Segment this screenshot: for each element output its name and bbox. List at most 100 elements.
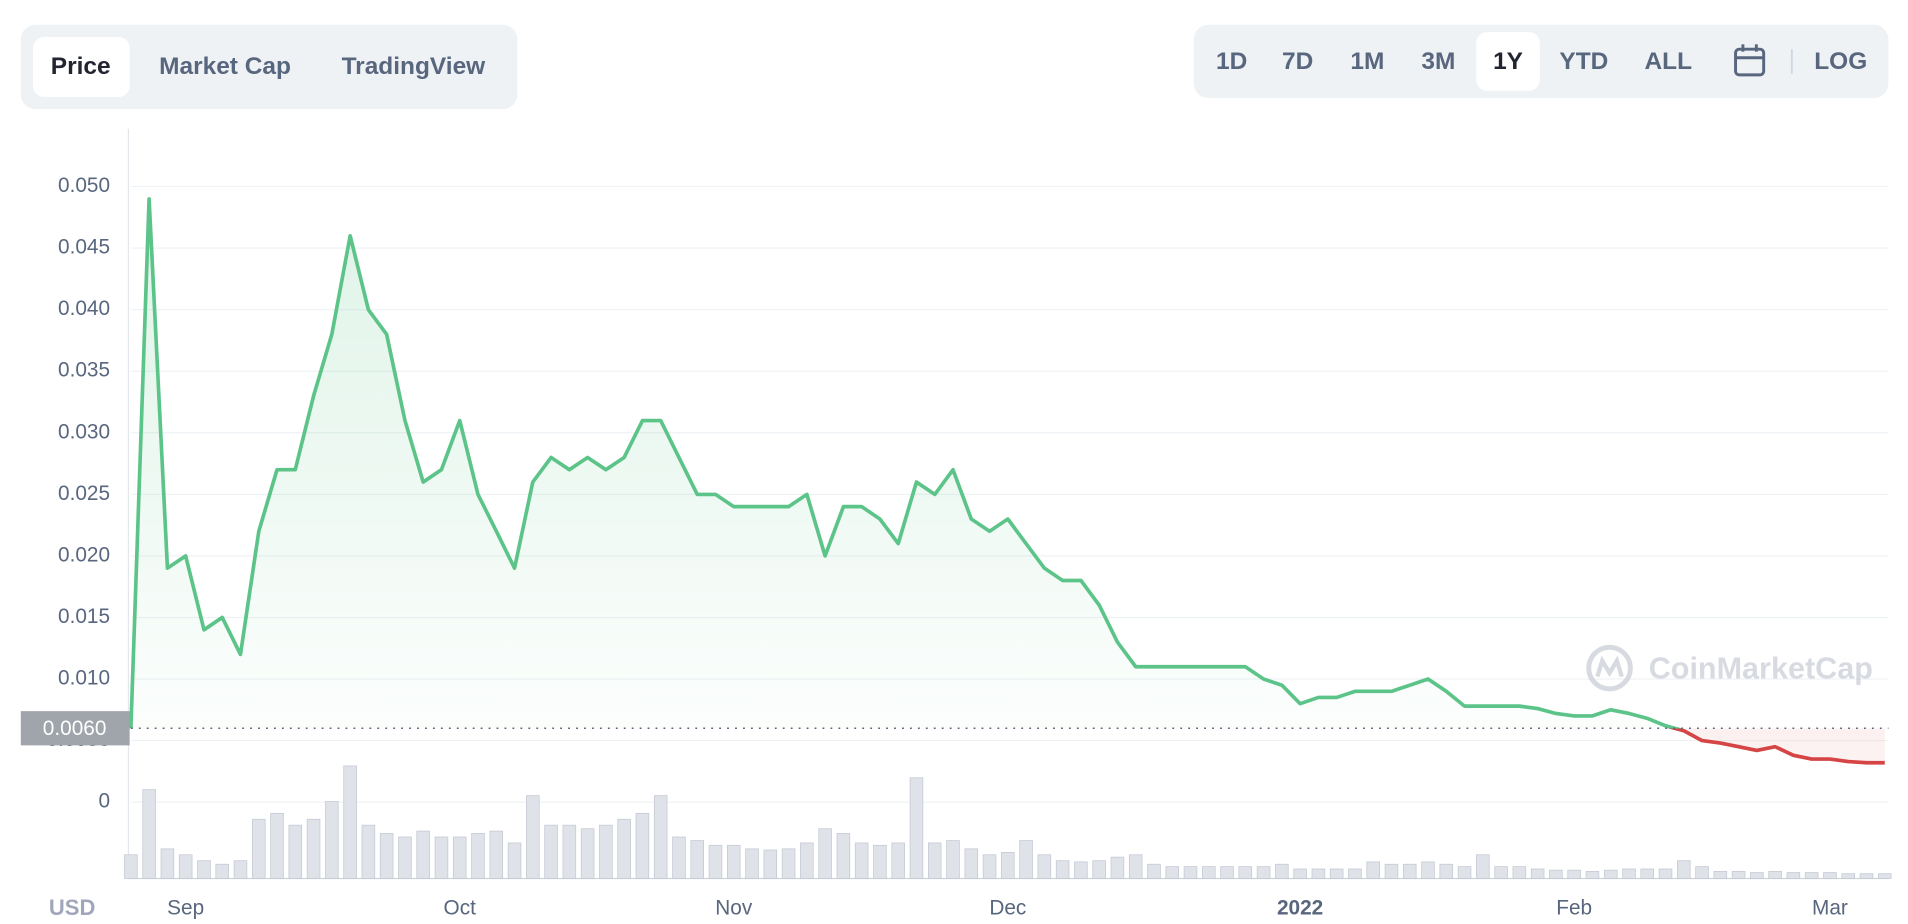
volume-bar (599, 824, 613, 879)
volume-bar (1348, 868, 1362, 879)
range-button[interactable]: 1Y (1493, 48, 1523, 75)
current-price-label: 0.0060 (43, 717, 107, 740)
line-layer (129, 197, 1885, 765)
y-tick-label: 0.025 (58, 482, 110, 505)
watermark-text: CoinMarketCap (1649, 652, 1873, 686)
volume-bar (526, 795, 540, 879)
volume-bar (1622, 868, 1636, 879)
volume-bar (1055, 860, 1070, 879)
x-tick-label: Dec (989, 897, 1026, 920)
range-button[interactable]: ALL (1645, 48, 1693, 75)
volume-bar (1585, 870, 1600, 879)
current-price-box (20, 711, 130, 746)
volume-bar (1640, 868, 1655, 879)
range-button[interactable]: 1D (1216, 48, 1247, 75)
x-tick-label: Feb (1556, 897, 1592, 920)
volume-bar (1677, 860, 1691, 879)
y-tick-label: 0 (99, 790, 111, 813)
volume-bar (1841, 873, 1855, 879)
volume-bar (1731, 870, 1746, 879)
volume-bar (1092, 860, 1106, 879)
volume-bar (1402, 863, 1417, 879)
volume-bar (306, 818, 321, 879)
volume-bar (1110, 856, 1125, 879)
y-tick-label: 0.015 (58, 605, 110, 628)
volume-bar (946, 840, 960, 879)
volume-bar (1183, 866, 1198, 879)
tab[interactable]: Market Cap (159, 53, 291, 80)
volume-bar (1421, 861, 1435, 879)
y-tick-label: 0.030 (58, 420, 110, 443)
volume-bar (1658, 868, 1673, 879)
volume-bar (215, 863, 229, 879)
tab[interactable]: Price (51, 53, 111, 80)
volume-bar (1439, 863, 1454, 879)
volume-bar (452, 836, 467, 879)
volume-bar (233, 860, 248, 879)
volume-bar (1019, 840, 1033, 879)
volume-bar (891, 842, 905, 879)
volume-bar (1750, 872, 1764, 879)
volume-bar (325, 801, 339, 879)
volume-bar (1293, 868, 1307, 879)
range-button[interactable]: YTD (1559, 48, 1608, 75)
volume-bar (818, 828, 832, 879)
volume-bar (1001, 852, 1015, 879)
x-tick-label: Mar (1812, 897, 1848, 920)
x-tick-label: Oct (444, 897, 477, 920)
volume-bar (1457, 866, 1472, 879)
volume-bar (343, 765, 357, 879)
volume-bar (854, 842, 869, 879)
volume-bar (927, 842, 942, 879)
range-button[interactable]: 3M (1421, 48, 1455, 75)
tab[interactable]: TradingView (342, 53, 487, 80)
volume-bar (398, 836, 412, 879)
y-tick-label: 0.035 (58, 359, 110, 382)
volume-bar (982, 854, 997, 879)
volume-bar (251, 818, 266, 879)
volume-bar (1549, 869, 1563, 879)
volume-bar (1238, 866, 1253, 879)
volume-bar (1311, 868, 1326, 879)
range-button[interactable]: 7D (1282, 48, 1313, 75)
volume-bar (178, 854, 193, 879)
volume-bar (964, 848, 979, 879)
y-tick-label: 0.020 (58, 543, 110, 566)
calendar-button[interactable] (1734, 44, 1766, 77)
range-button[interactable]: 1M (1350, 48, 1384, 75)
active-tab (33, 36, 130, 97)
volume-bar (142, 789, 156, 879)
volume-bar (781, 848, 796, 879)
volume-bar (580, 828, 595, 879)
log-button[interactable]: LOG (1814, 48, 1867, 75)
volume-bar (1804, 872, 1819, 879)
volume-bar (727, 844, 741, 879)
y-tick-label: 0.050 (58, 174, 110, 197)
volume-bar (1202, 866, 1216, 879)
volume-bar (1366, 861, 1380, 879)
volume-bar (562, 824, 577, 879)
volume-bar (745, 848, 759, 879)
volume-layer (124, 765, 1892, 879)
volume-bar (1823, 872, 1837, 879)
volume-bar (471, 833, 485, 879)
volume-bar (635, 812, 650, 879)
volume-bar (288, 824, 303, 879)
volume-bar (1074, 861, 1088, 879)
volume-bar (1603, 869, 1618, 879)
volume-bar (379, 833, 394, 879)
price-line (129, 197, 1885, 765)
volume-bar (653, 795, 668, 879)
volume-bar (160, 848, 175, 879)
volume-bar (1384, 863, 1399, 879)
overlay-layer: 0.0060 (20, 711, 1889, 746)
volume-bar (672, 836, 686, 879)
volume-bar (873, 844, 887, 879)
volume-bar (1494, 866, 1508, 879)
volume-bar (544, 824, 558, 879)
volume-bar (124, 854, 138, 879)
x-tick-label: Sep (167, 897, 204, 920)
volume-bar (1037, 854, 1052, 879)
